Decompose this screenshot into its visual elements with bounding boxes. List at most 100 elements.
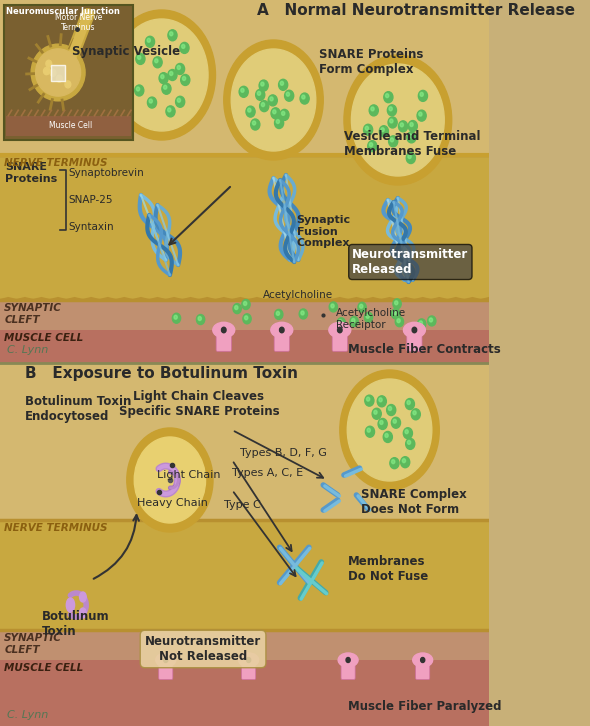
- Circle shape: [371, 107, 374, 111]
- Circle shape: [419, 112, 422, 116]
- FancyBboxPatch shape: [0, 0, 489, 363]
- FancyBboxPatch shape: [159, 658, 173, 680]
- Circle shape: [168, 70, 177, 81]
- FancyBboxPatch shape: [0, 363, 489, 726]
- Circle shape: [388, 117, 397, 128]
- Circle shape: [390, 119, 393, 123]
- Circle shape: [395, 301, 398, 305]
- Text: A   Normal Neurotransmitter Release: A Normal Neurotransmitter Release: [257, 3, 575, 18]
- Circle shape: [300, 93, 309, 104]
- FancyBboxPatch shape: [216, 328, 231, 351]
- Circle shape: [378, 418, 387, 430]
- FancyBboxPatch shape: [274, 328, 290, 351]
- Circle shape: [352, 64, 444, 176]
- Text: SNARE
Proteins: SNARE Proteins: [5, 162, 57, 184]
- Text: Neurotransmitter
Released: Neurotransmitter Released: [352, 248, 468, 276]
- Circle shape: [159, 73, 168, 83]
- Circle shape: [405, 399, 414, 409]
- Circle shape: [259, 80, 268, 91]
- Circle shape: [241, 89, 244, 92]
- FancyBboxPatch shape: [341, 658, 355, 680]
- Circle shape: [392, 460, 395, 464]
- Circle shape: [169, 71, 173, 76]
- Circle shape: [175, 63, 185, 75]
- FancyBboxPatch shape: [6, 115, 131, 136]
- Circle shape: [350, 317, 358, 327]
- Circle shape: [233, 303, 241, 314]
- Circle shape: [255, 89, 265, 100]
- Circle shape: [386, 404, 396, 415]
- Circle shape: [384, 431, 392, 442]
- Text: Heavy Chain: Heavy Chain: [137, 498, 208, 508]
- Circle shape: [418, 319, 426, 329]
- Circle shape: [408, 134, 412, 138]
- Circle shape: [344, 55, 452, 185]
- Text: Neuromuscular Junction: Neuromuscular Junction: [6, 7, 120, 16]
- Text: Muscle Fiber Contracts: Muscle Fiber Contracts: [348, 343, 501, 356]
- Circle shape: [366, 314, 369, 318]
- Circle shape: [176, 97, 185, 107]
- Circle shape: [392, 309, 400, 319]
- Text: Types A, C, E: Types A, C, E: [232, 468, 303, 478]
- Text: NERVE TERMINUS: NERVE TERMINUS: [4, 523, 107, 533]
- Circle shape: [393, 311, 396, 315]
- Circle shape: [278, 79, 288, 90]
- Circle shape: [381, 128, 384, 131]
- Circle shape: [359, 304, 363, 309]
- Circle shape: [243, 314, 251, 324]
- Circle shape: [331, 304, 334, 308]
- Text: SNAP-25: SNAP-25: [69, 195, 113, 205]
- Text: SNARE Complex
Does Not Form: SNARE Complex Does Not Form: [360, 488, 466, 516]
- Circle shape: [337, 318, 345, 327]
- Circle shape: [177, 98, 181, 102]
- Circle shape: [257, 91, 261, 95]
- Circle shape: [135, 85, 144, 96]
- Circle shape: [137, 55, 141, 60]
- Text: B   Exposure to Botulinum Toxin: B Exposure to Botulinum Toxin: [25, 366, 298, 381]
- Text: Membranes
Do Not Fuse: Membranes Do Not Fuse: [348, 555, 428, 583]
- Circle shape: [367, 428, 371, 432]
- Text: Types B, D, F, G: Types B, D, F, G: [240, 448, 327, 458]
- Ellipse shape: [156, 653, 176, 667]
- Circle shape: [407, 401, 410, 404]
- Circle shape: [162, 83, 171, 94]
- Circle shape: [299, 309, 307, 319]
- Circle shape: [390, 457, 399, 469]
- Ellipse shape: [35, 49, 81, 96]
- Circle shape: [251, 119, 260, 130]
- Ellipse shape: [239, 653, 258, 667]
- Circle shape: [168, 108, 171, 112]
- Text: Botulinum Toxin
Endocytosed: Botulinum Toxin Endocytosed: [25, 395, 131, 423]
- Circle shape: [407, 441, 411, 444]
- Circle shape: [346, 658, 350, 663]
- Circle shape: [400, 123, 404, 127]
- FancyBboxPatch shape: [0, 300, 489, 330]
- FancyBboxPatch shape: [0, 520, 489, 630]
- Circle shape: [352, 319, 355, 322]
- Text: Muscle Cell: Muscle Cell: [49, 121, 93, 130]
- Circle shape: [261, 82, 264, 86]
- Circle shape: [391, 309, 400, 319]
- Circle shape: [182, 44, 185, 49]
- FancyBboxPatch shape: [0, 630, 489, 660]
- Circle shape: [369, 105, 378, 116]
- Circle shape: [384, 91, 393, 102]
- Circle shape: [261, 102, 265, 107]
- Circle shape: [146, 36, 155, 47]
- Ellipse shape: [338, 653, 358, 667]
- Ellipse shape: [329, 322, 350, 338]
- Circle shape: [148, 97, 156, 108]
- Circle shape: [182, 76, 186, 81]
- Circle shape: [166, 106, 175, 117]
- Circle shape: [163, 85, 167, 89]
- Circle shape: [168, 30, 177, 41]
- Circle shape: [369, 143, 373, 147]
- Circle shape: [301, 95, 305, 99]
- Ellipse shape: [329, 322, 350, 338]
- Circle shape: [136, 87, 140, 91]
- Circle shape: [274, 118, 284, 129]
- Circle shape: [406, 439, 415, 449]
- Circle shape: [180, 42, 189, 54]
- Circle shape: [242, 300, 250, 309]
- Circle shape: [411, 409, 420, 420]
